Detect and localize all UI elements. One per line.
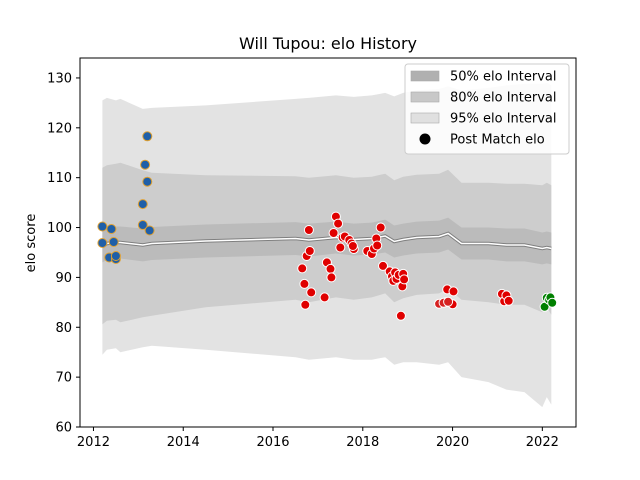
post-match-elo-point [326,272,337,283]
post-match-elo-point [547,297,558,308]
y-tick-label: 120 [47,121,72,136]
post-match-elo-point [108,237,119,247]
x-tick-label: 2014 [167,435,200,450]
y-tick-label: 100 [47,221,72,236]
legend-label: 80% elo Interval [450,91,557,106]
post-match-elo-point [328,228,339,238]
x-axis: 2012 2014 2016 2018 2020 2022 [77,427,559,450]
post-match-elo-point [110,251,121,261]
y-tick-label: 130 [47,71,72,86]
y-tick-label: 60 [55,421,72,436]
post-match-elo-point [142,176,153,187]
post-match-elo-point [142,131,153,142]
post-match-elo-point [539,301,550,312]
y-tick-label: 80 [55,321,72,336]
post-match-elo-point [395,310,406,321]
post-match-elo-point [299,278,310,289]
x-tick-label: 2012 [77,435,110,450]
y-tick-label: 70 [55,371,72,386]
legend-label: 95% elo Interval [450,112,557,127]
post-match-elo-point [399,274,410,285]
y-tick-label: 90 [55,271,72,286]
post-match-elo-point [97,221,108,232]
post-match-elo-point [372,240,383,251]
post-match-elo-point [378,260,388,271]
plot-frame [79,57,577,428]
post-match-elo-point [300,299,311,310]
post-match-elo-point [304,246,315,256]
x-tick-label: 2018 [346,435,379,450]
post-match-elo-point [333,218,344,229]
post-match-elo-point [297,263,308,274]
post-match-elo-point [303,225,314,235]
post-match-elo-point [137,220,148,230]
post-match-elo-point [375,222,386,233]
post-match-elo-point [140,159,151,170]
legend-marker-swatch [419,133,431,145]
legend: 50% elo Interval 80% elo Interval 95% elo … [404,63,570,155]
legend-label: Post Match elo [450,133,545,148]
x-tick-label: 2016 [256,435,289,450]
median-line [101,232,552,250]
post-match-elo-point [319,292,330,303]
post-match-elo-point [144,225,155,236]
x-tick-label: 2020 [436,435,469,450]
legend-patch-swatch [410,112,440,124]
x-tick-label: 2022 [526,435,559,450]
y-tick-label: 110 [47,171,72,186]
legend-label: 50% elo Interval [450,70,557,85]
post-match-elo-point [347,241,358,251]
post-match-elo-point [503,295,514,306]
legend-box [404,63,570,155]
y-axis: 60 70 80 90 100 110 120 130 [47,71,80,436]
post-match-elo-point [97,238,108,248]
post-match-elo-point [306,287,317,298]
legend-patch-swatch [410,91,440,103]
band-50-interval [102,217,552,265]
y-axis-label: elo score [24,214,39,273]
post-match-elo-point [137,199,148,210]
legend-patch-swatch [410,70,440,82]
chart-title: Will Tupou: elo History [239,34,417,53]
post-match-elo-point [106,224,117,234]
post-match-elo-point [325,263,336,274]
post-match-elo-point [448,286,459,297]
post-match-elo-point [443,296,454,307]
post-match-elo-point [335,242,346,253]
